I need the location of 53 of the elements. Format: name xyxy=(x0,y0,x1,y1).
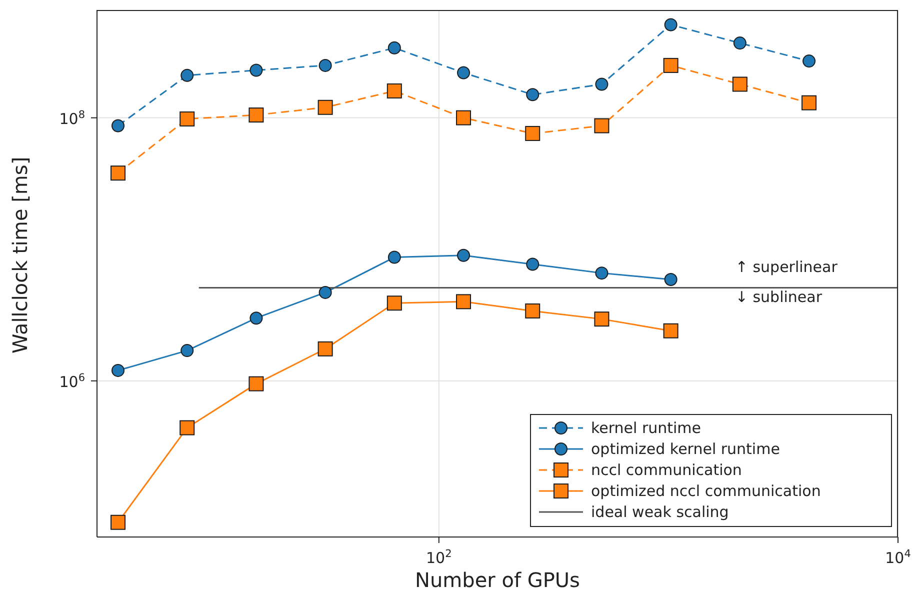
y-tick-label: 10$^{8}$ xyxy=(59,108,85,128)
point xyxy=(386,296,402,311)
point xyxy=(457,66,470,80)
y-tick-label: 10$^{6}$ xyxy=(59,372,86,391)
point xyxy=(594,118,610,134)
point xyxy=(526,88,540,102)
legend-label: ideal weak scaling xyxy=(591,503,729,521)
legend-label: optimized kernel runtime xyxy=(591,440,780,458)
point xyxy=(802,95,817,110)
point xyxy=(456,294,472,310)
point xyxy=(802,54,816,68)
point xyxy=(110,166,126,181)
point xyxy=(180,111,195,126)
point xyxy=(248,376,264,392)
point xyxy=(594,312,610,327)
point xyxy=(663,58,678,73)
point xyxy=(388,41,401,54)
point xyxy=(250,312,263,325)
legend-label: nccl communication xyxy=(591,461,742,479)
point xyxy=(386,83,402,98)
point xyxy=(180,420,195,436)
x-tick-label: 10$^{4}$ xyxy=(885,548,912,567)
legend-label: kernel runtime xyxy=(591,419,702,437)
legend-label: optimized nccl communication xyxy=(591,482,821,500)
point xyxy=(733,36,746,50)
point xyxy=(456,110,472,126)
point xyxy=(110,514,126,530)
annotation: ↑ superlinear xyxy=(735,258,838,276)
point xyxy=(318,100,333,115)
point xyxy=(112,119,125,132)
point xyxy=(318,286,332,299)
point xyxy=(180,68,194,82)
point xyxy=(112,364,125,377)
point xyxy=(663,323,678,338)
point xyxy=(180,344,194,358)
annotation: ↓ sublinear xyxy=(735,288,822,306)
point xyxy=(525,126,540,141)
y-axis-title: Wallclock time [ms] xyxy=(8,156,32,354)
point xyxy=(457,248,470,262)
point xyxy=(318,58,332,72)
x-axis-title: Number of GPUs xyxy=(415,568,580,592)
point xyxy=(388,250,401,264)
point xyxy=(595,266,608,280)
point xyxy=(664,18,678,32)
x-tick-label: 10$^{2}$ xyxy=(426,548,452,567)
point xyxy=(318,341,333,356)
point xyxy=(664,272,678,286)
point xyxy=(732,76,748,92)
point xyxy=(250,64,263,77)
point xyxy=(595,78,608,91)
point xyxy=(526,258,540,271)
point xyxy=(248,108,264,123)
point xyxy=(525,303,540,318)
